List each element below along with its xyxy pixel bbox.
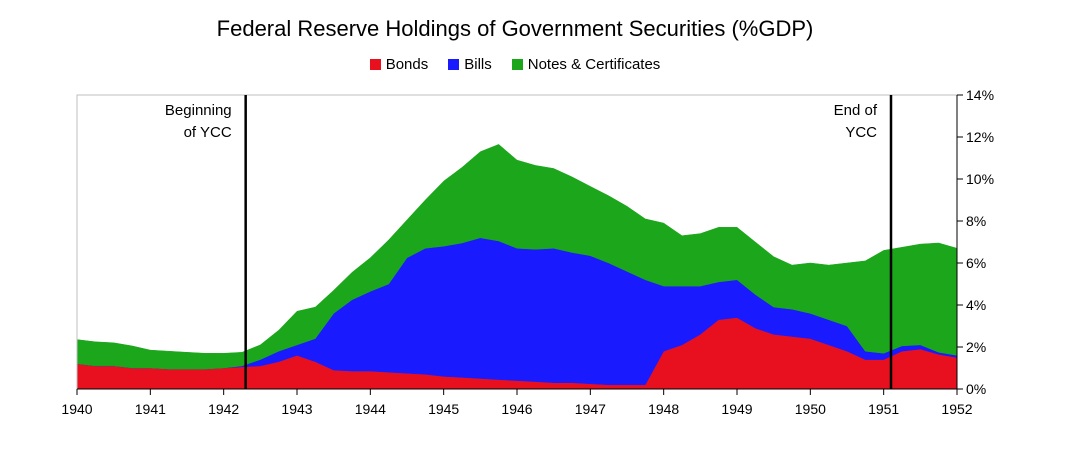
legend-swatch-bills bbox=[448, 59, 460, 70]
y-tick-label-10: 10% bbox=[966, 171, 994, 187]
chart-title: Federal Reserve Holdings of Government S… bbox=[216, 16, 814, 41]
x-tick-label-1947: 1947 bbox=[575, 401, 606, 417]
x-tick-label-1950: 1950 bbox=[795, 401, 826, 417]
y-tick-label-2: 2% bbox=[966, 339, 986, 355]
x-tick-label-1952: 1952 bbox=[941, 401, 972, 417]
legend-swatch-notes bbox=[511, 59, 523, 70]
x-tick-label-1942: 1942 bbox=[208, 401, 239, 417]
y-tick-label-6: 6% bbox=[966, 255, 986, 271]
annotation-label-1-2: of YCC bbox=[184, 124, 232, 141]
legend-label-notes: Notes & Certificates bbox=[527, 56, 661, 73]
y-tick-label-14: 14% bbox=[966, 87, 994, 103]
legend-item-bonds: Bonds bbox=[369, 56, 429, 73]
y-tick-label-12: 12% bbox=[966, 129, 994, 145]
x-tick-label-1946: 1946 bbox=[501, 401, 532, 417]
legend-label-bills: Bills bbox=[464, 56, 492, 73]
area-layer bbox=[76, 144, 958, 390]
annotation-label-2-2: YCC bbox=[845, 124, 877, 141]
y-tick-label-4: 4% bbox=[966, 297, 986, 313]
legend-label-bonds: Bonds bbox=[385, 56, 429, 73]
x-tick-label-1951: 1951 bbox=[868, 401, 899, 417]
x-tick-label-1948: 1948 bbox=[648, 401, 679, 417]
x-tick-label-1941: 1941 bbox=[135, 401, 166, 417]
y-axis: 0% 2% 4% 6% 8% 10% 12% 14% bbox=[957, 87, 994, 397]
legend-item-bills: Bills bbox=[448, 56, 492, 73]
legend-swatch-bonds bbox=[369, 59, 381, 70]
x-axis: 1940 1941 1942 1943 1944 1945 1946 1947 1948 1949… bbox=[61, 389, 973, 417]
x-tick-label-1940: 1940 bbox=[61, 401, 92, 417]
x-tick-label-1945: 1945 bbox=[428, 401, 459, 417]
x-tick-label-1949: 1949 bbox=[721, 401, 752, 417]
x-tick-label-1943: 1943 bbox=[281, 401, 312, 417]
annotations: Beginning of YCC End of YCC bbox=[165, 95, 893, 389]
legend-item-notes: Notes & Certificates bbox=[511, 56, 661, 73]
annotation-label-2-1: End of bbox=[834, 102, 878, 119]
annotation-label-1-1: Beginning bbox=[165, 102, 232, 119]
y-tick-label-0: 0% bbox=[966, 381, 986, 397]
y-tick-label-8: 8% bbox=[966, 213, 986, 229]
legend: Bonds Bills Notes & Certificates bbox=[0, 56, 1030, 73]
x-tick-label-1944: 1944 bbox=[355, 401, 386, 417]
